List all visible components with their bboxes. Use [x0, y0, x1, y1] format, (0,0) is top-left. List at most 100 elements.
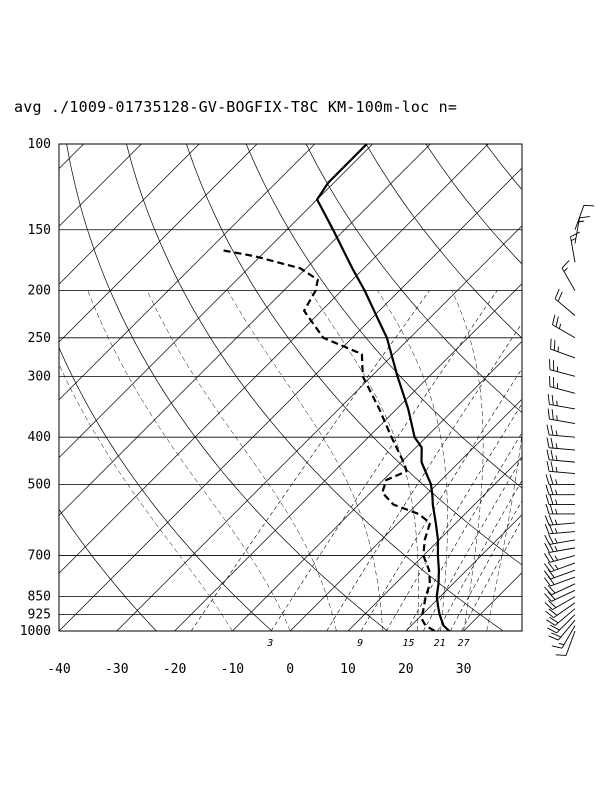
moist-adiabat — [377, 290, 448, 631]
wind-barb — [545, 474, 575, 485]
wind-barb — [548, 619, 576, 641]
isotherm — [59, 167, 522, 631]
dry-adiabat — [66, 144, 388, 631]
wind-barb — [544, 589, 576, 602]
dry-adiabat — [186, 144, 522, 566]
temperature-tick-label: 30 — [456, 662, 472, 677]
temperature-tick-label: 20 — [398, 662, 414, 677]
isotherm — [59, 144, 431, 516]
moist-adiabat — [146, 290, 337, 631]
isotherm — [59, 144, 200, 285]
wind-barb — [545, 602, 576, 619]
mixing-ratio-line — [406, 432, 522, 631]
temperature-tick-label: -40 — [47, 662, 70, 677]
mixing-ratio-line — [360, 367, 522, 631]
wind-barb — [546, 449, 576, 463]
wind-barb — [544, 515, 576, 526]
wind-barb — [549, 376, 576, 394]
moist-adiabat — [486, 290, 522, 631]
wind-barb — [546, 608, 576, 626]
mixing-ratio-line — [423, 457, 522, 631]
chart-title: avg ./1009-01735128-GV-BOGFIX-T8C KM-100… — [14, 98, 458, 116]
dry-adiabat — [365, 144, 522, 339]
pressure-tick-label: 500 — [28, 477, 51, 492]
wind-barb — [549, 359, 576, 377]
wind-barb — [547, 394, 576, 410]
wind-barb — [570, 231, 581, 263]
pressure-tick-label: 300 — [28, 369, 51, 384]
wind-barb — [551, 625, 576, 649]
sounding-traces — [220, 144, 450, 631]
wind-barb — [550, 338, 576, 359]
wind-barb — [546, 424, 576, 438]
wind-barb — [547, 408, 576, 424]
isotherm — [0, 144, 26, 631]
wind-barb — [552, 314, 576, 339]
pressure-tick-label: 100 — [28, 137, 51, 152]
moist-adiabat — [309, 290, 419, 631]
wind-barb — [544, 583, 576, 596]
temperature-tick-label: -20 — [163, 662, 186, 677]
wind-barb — [545, 503, 575, 515]
mixing-ratio-label: 27 — [458, 638, 470, 649]
mixing-ratio-label: 21 — [434, 638, 446, 649]
temperature-trace — [316, 144, 450, 631]
mixing-ratio-line — [270, 290, 498, 631]
mixing-ratio-line — [461, 518, 522, 631]
wind-barb — [544, 596, 576, 611]
temperature-tick-label: -30 — [105, 662, 128, 677]
plot-frame — [58, 143, 523, 632]
mixing-ratio-label: 3 — [266, 638, 273, 649]
wind-barbs — [543, 204, 595, 656]
pressure-tick-label: 925 — [28, 608, 51, 623]
wind-barb — [574, 216, 590, 244]
pressure-tick-label: 1000 — [20, 624, 51, 639]
isotherm — [174, 283, 522, 631]
isotherm — [59, 144, 258, 343]
isotherm — [59, 144, 373, 459]
wind-barb — [545, 484, 575, 496]
wind-barb — [543, 569, 576, 580]
moist-adiabat — [227, 290, 383, 631]
wind-barb — [574, 204, 595, 230]
wind-barb — [546, 460, 576, 474]
mixing-ratio-line — [450, 500, 522, 631]
isotherm — [289, 398, 522, 631]
dry-adiabat — [546, 144, 612, 631]
isotherm — [59, 144, 142, 227]
wind-barb — [554, 289, 576, 316]
wind-barb — [543, 575, 576, 587]
wind-barb — [545, 494, 575, 506]
wind-barb — [555, 630, 576, 656]
dewpoint-trace — [220, 248, 436, 631]
mixing-ratio-label: 9 — [357, 638, 363, 649]
temperature-tick-label: 0 — [286, 662, 294, 677]
pressure-tick-label: 150 — [28, 223, 51, 238]
moist-adiabat — [87, 290, 291, 631]
wind-barb — [561, 260, 576, 291]
wind-barb — [544, 534, 576, 545]
isotherm — [405, 514, 522, 631]
pressure-tick-label: 700 — [28, 549, 51, 564]
wind-barb — [547, 614, 576, 634]
isotherm — [232, 340, 522, 631]
moist-adiabat — [451, 290, 484, 631]
background-lines — [0, 144, 612, 631]
mixing-ratio-line — [190, 290, 430, 631]
mixing-ratio-line — [326, 322, 522, 631]
isotherm — [59, 144, 316, 401]
pressure-tick-label: 200 — [28, 284, 51, 299]
dry-adiabat — [485, 144, 522, 191]
temperature-tick-label: 10 — [340, 662, 356, 677]
isobars — [59, 143, 522, 632]
temperature-tick-label: -10 — [221, 662, 244, 677]
isotherm — [347, 456, 522, 631]
pressure-tick-label: 400 — [28, 430, 51, 445]
mixing-ratio-label: 15 — [403, 638, 415, 649]
wind-barb — [544, 552, 576, 563]
dry-adiabat — [606, 144, 612, 631]
wind-barb — [543, 561, 576, 573]
wind-barb — [546, 437, 576, 451]
